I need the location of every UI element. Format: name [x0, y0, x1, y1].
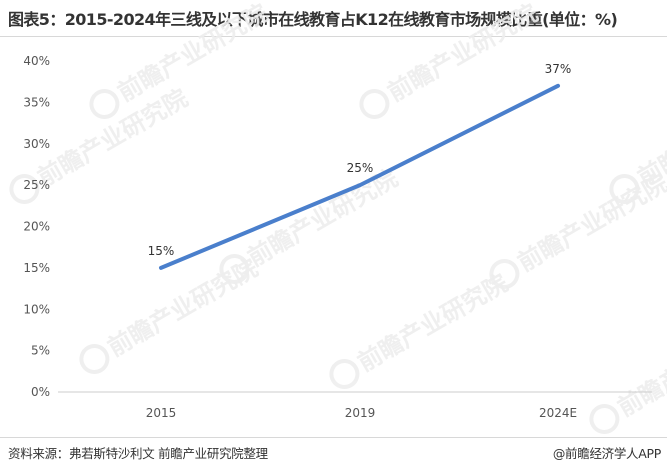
watermark: 前瞻产业研究院	[329, 269, 512, 389]
source-note: 资料来源：弗若斯特沙利文 前瞻产业研究院整理	[8, 446, 268, 461]
x-tick-label: 2024E	[539, 406, 577, 420]
y-tick-label: 5%	[31, 344, 50, 358]
svg-text:前瞻产业研究院: 前瞻产业研究院	[103, 254, 262, 362]
data-labels: 15% 25% 37%	[148, 62, 572, 258]
y-tick-label: 0%	[31, 385, 50, 399]
x-axis: 2015 2019 2024E	[146, 406, 577, 420]
y-tick-label: 30%	[23, 137, 50, 151]
publisher-credit: @前瞻经济学人APP	[552, 446, 661, 461]
data-point	[358, 183, 362, 187]
svg-text:前瞻产业研究院: 前瞻产业研究院	[383, 0, 542, 107]
y-tick-label: 25%	[23, 178, 50, 192]
data-label: 37%	[545, 62, 572, 76]
watermark: 前瞻产业研究院	[79, 254, 262, 374]
watermark: 前瞻产业研究院	[359, 0, 542, 119]
svg-text:前瞻产业研究院: 前瞻产业研究院	[113, 0, 272, 107]
watermark: 前瞻产业研究院	[489, 169, 667, 289]
y-tick-label: 35%	[23, 95, 50, 109]
y-axis: 0% 5% 10% 15% 20% 25% 30% 35% 40%	[23, 54, 50, 399]
svg-text:前瞻产业研究院: 前瞻产业研究院	[243, 164, 402, 272]
y-tick-label: 20%	[23, 220, 50, 234]
data-point	[159, 266, 163, 270]
series-line	[159, 83, 560, 270]
svg-text:前瞻产业研究院: 前瞻产业研究院	[353, 269, 512, 377]
x-tick-label: 2019	[345, 406, 376, 420]
footer-divider	[0, 437, 667, 438]
title-divider	[0, 36, 667, 37]
svg-text:前瞻产业研究院: 前瞻产业研究院	[33, 84, 192, 192]
chart-title: 图表5：2015-2024年三线及以下城市在线教育占K12在线教育市场规模比重(…	[8, 10, 618, 29]
svg-text:前瞻产业研究院: 前瞻产业研究院	[613, 314, 667, 422]
watermark: 前瞻产业研究院	[589, 314, 667, 434]
x-tick-label: 2015	[146, 406, 177, 420]
y-tick-label: 15%	[23, 261, 50, 275]
data-point	[556, 84, 560, 88]
y-tick-label: 10%	[23, 302, 50, 316]
data-label: 15%	[148, 244, 175, 258]
svg-text:前瞻产业研究院: 前瞻产业研究院	[513, 169, 667, 277]
data-label: 25%	[347, 161, 374, 175]
series-layer	[159, 83, 560, 270]
y-tick-label: 40%	[23, 54, 50, 68]
